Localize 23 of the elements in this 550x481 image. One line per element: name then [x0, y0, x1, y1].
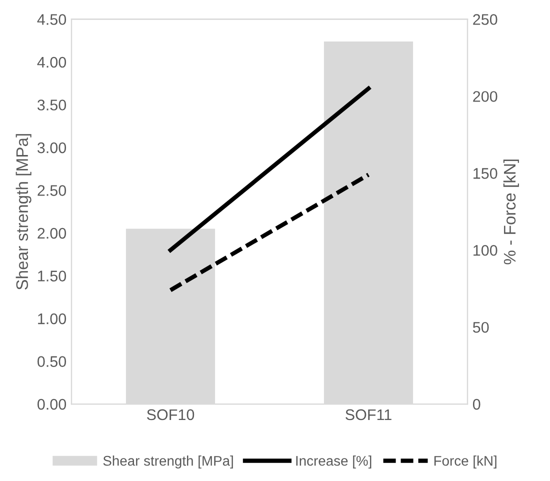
y-tick-label: 1.50 — [38, 270, 66, 282]
y2-tick-label: 200 — [473, 91, 498, 102]
y-tick-label: 1.00 — [38, 313, 66, 324]
legend-label: Force [kN] — [434, 456, 496, 468]
y-tick-label: 0.00 — [38, 398, 66, 410]
y-tick-label: 0.50 — [38, 356, 66, 367]
y-tick-label: 4.50 — [37, 14, 66, 25]
y-tick-label: 2.00 — [38, 228, 66, 239]
x-tick-label: SOF11 — [346, 409, 392, 420]
legend-label: Increase [%] — [296, 456, 372, 468]
y2-tick-label: 0 — [472, 398, 480, 410]
legend-label: Shear strength [MPa] — [103, 456, 233, 468]
x-tick-label: SOF10 — [146, 409, 194, 420]
y-tick-label: 4.00 — [37, 56, 66, 68]
y2-tick-label: 50 — [472, 322, 489, 333]
y2-axis-title: % - Force [kN] — [503, 160, 519, 264]
y2-tick-label: 100 — [474, 244, 498, 256]
y-tick-label: 3.00 — [37, 142, 66, 154]
y-axis-title: Shear strength [MPa] — [16, 134, 32, 290]
y-tick-label: 3.50 — [37, 100, 66, 110]
y-tick-label: 2.50 — [38, 185, 66, 196]
y2-tick-label: 150 — [474, 168, 498, 179]
y2-tick-label: 250 — [473, 14, 498, 25]
